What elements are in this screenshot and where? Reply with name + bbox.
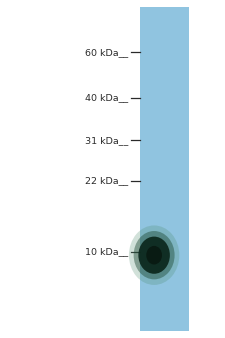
Ellipse shape	[129, 225, 179, 285]
Text: 60 kDa__: 60 kDa__	[85, 48, 128, 57]
Ellipse shape	[134, 231, 175, 279]
Text: 22 kDa__: 22 kDa__	[85, 176, 128, 185]
Ellipse shape	[146, 246, 162, 264]
Text: 31 kDa__: 31 kDa__	[85, 136, 128, 145]
Ellipse shape	[138, 237, 170, 274]
Text: 10 kDa__: 10 kDa__	[85, 247, 128, 256]
Bar	[140, 7, 189, 331]
Text: 40 kDa__: 40 kDa__	[85, 94, 128, 102]
